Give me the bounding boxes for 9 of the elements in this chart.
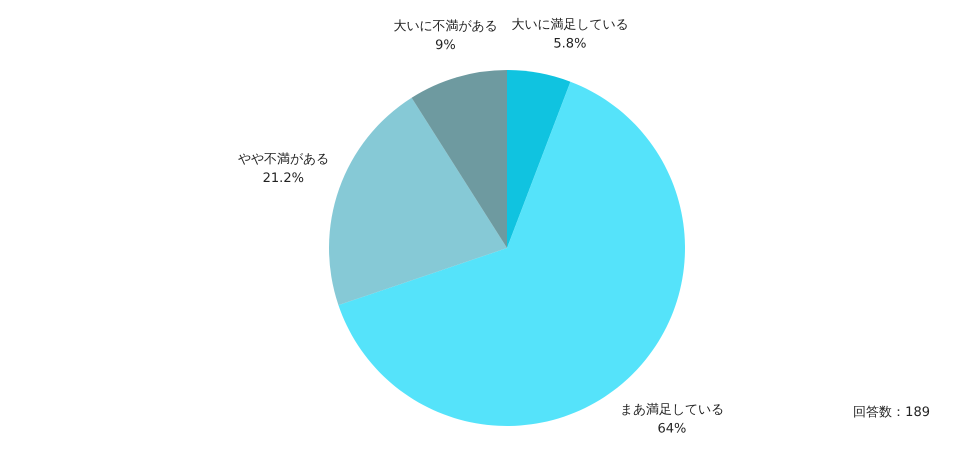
slice-label: 大いに満足している [511, 17, 628, 32]
slice-label: 大いに不満がある [393, 19, 498, 34]
slice-label: やや不満がある [238, 152, 329, 168]
text: 回答数：189 [853, 405, 930, 420]
data-label: 21.2% [262, 171, 304, 186]
data-label: 5.8% [553, 36, 586, 52]
slice-label: まあ満足している [620, 402, 724, 418]
data-label: 9% [435, 38, 456, 54]
data-label: 64% [657, 421, 686, 436]
